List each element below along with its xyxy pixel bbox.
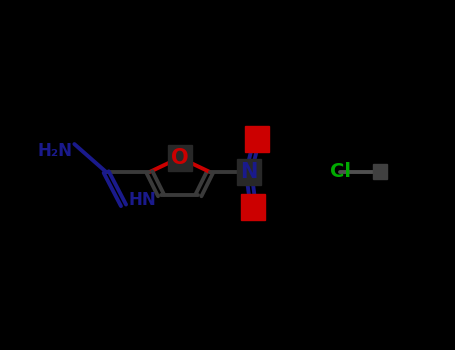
Text: HN: HN [129, 191, 157, 209]
Text: H₂N: H₂N [37, 142, 72, 160]
Text: O: O [248, 129, 266, 149]
Text: N: N [240, 162, 258, 182]
FancyBboxPatch shape [373, 164, 387, 179]
Text: O: O [171, 148, 188, 168]
Text: Cl: Cl [330, 162, 351, 181]
Text: O: O [244, 197, 262, 217]
